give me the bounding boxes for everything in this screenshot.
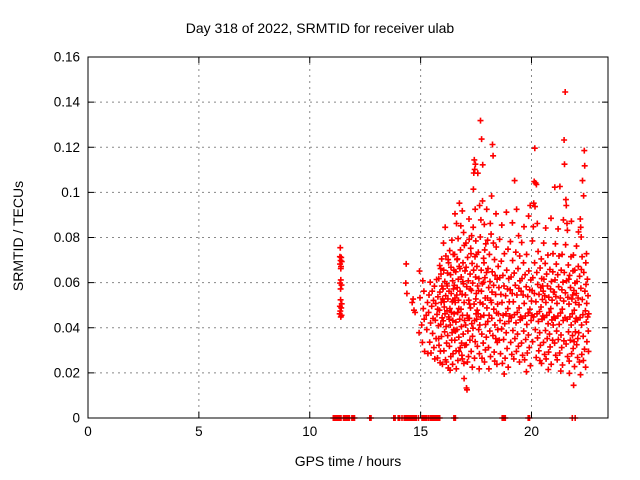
y-tick-label: 0.1 bbox=[61, 185, 80, 200]
y-tick-label: 0.06 bbox=[54, 275, 80, 290]
y-tick-label: 0.02 bbox=[54, 365, 80, 380]
y-tick-label: 0.08 bbox=[54, 230, 80, 245]
x-axis-label: GPS time / hours bbox=[294, 453, 402, 469]
y-tick-label: 0.16 bbox=[54, 50, 80, 65]
x-tick-label: 20 bbox=[524, 424, 539, 439]
y-tick-label: 0 bbox=[72, 411, 80, 426]
x-tick-label: 5 bbox=[195, 424, 203, 439]
x-tick-label: 15 bbox=[413, 424, 428, 439]
chart-title: Day 318 of 2022, SRMTID for receiver ula… bbox=[185, 20, 455, 36]
x-tick-label: 0 bbox=[84, 424, 92, 439]
y-tick-label: 0.12 bbox=[54, 140, 80, 155]
y-tick-label: 0.04 bbox=[54, 320, 81, 335]
x-tick-label: 10 bbox=[302, 424, 317, 439]
y-axis-label: SRMTID / TECUs bbox=[10, 180, 26, 292]
y-tick-label: 0.14 bbox=[54, 95, 81, 110]
